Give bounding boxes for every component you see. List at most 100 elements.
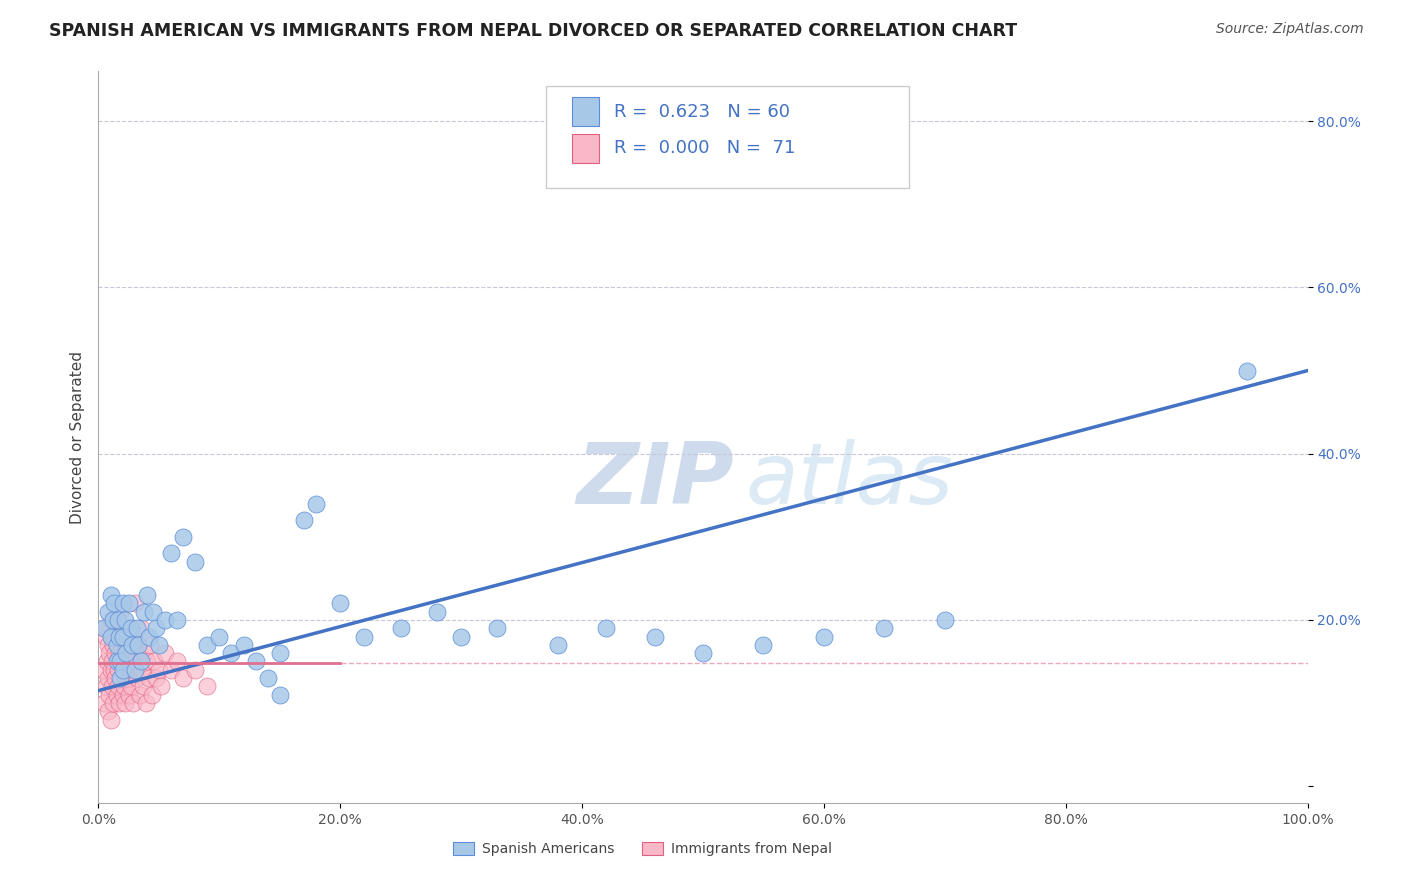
Point [97,638,120,652]
Point [148,638,170,652]
Point [135,696,157,710]
Point [118,596,141,610]
Point [101,696,124,710]
Point [595,621,617,635]
Point [111,630,134,644]
Point [813,630,835,644]
Point [153,613,176,627]
Point [118,663,141,677]
Point [245,655,267,669]
Point [100,613,122,627]
Point [107,613,129,627]
Point [122,696,145,710]
Point [105,638,128,652]
Point [117,671,139,685]
Point [96,621,118,635]
Point [160,546,183,560]
Y-axis label: Divorced or Separated: Divorced or Separated [69,351,84,524]
Point [141,688,163,702]
Point [114,646,136,660]
Point [329,596,352,610]
Point [94,680,117,694]
Point [269,688,291,702]
Point [166,655,188,669]
Point [134,646,156,660]
Point [1236,363,1258,377]
Point [117,638,139,652]
Point [292,513,315,527]
Point [111,596,134,610]
Point [93,621,115,635]
Point [108,630,131,644]
Point [115,646,138,660]
Point [97,671,120,685]
Point [112,680,135,694]
Point [96,655,118,669]
Point [100,680,122,694]
Point [172,671,194,685]
Point [547,638,569,652]
Point [108,605,131,619]
Point [115,655,138,669]
Point [105,688,128,702]
Text: Source: ZipAtlas.com: Source: ZipAtlas.com [1216,22,1364,37]
Point [232,638,254,652]
Text: ZIP: ZIP [576,440,734,523]
Point [100,663,122,677]
Point [107,680,129,694]
Point [100,588,122,602]
Point [269,646,291,660]
Point [256,671,278,685]
Point [108,646,131,660]
Point [195,680,218,694]
Point [129,621,152,635]
Point [103,596,125,610]
Point [135,655,157,669]
Point [128,688,150,702]
Point [184,663,207,677]
Point [93,663,115,677]
Point [389,621,412,635]
Point [110,638,132,652]
Point [108,655,131,669]
Point [208,630,231,644]
Point [160,663,183,677]
Point [97,705,120,719]
Point [118,621,141,635]
Point [111,621,134,635]
Point [184,555,207,569]
Legend: Spanish Americans, Immigrants from Nepal: Spanish Americans, Immigrants from Nepal [447,837,838,862]
Point [127,671,149,685]
FancyBboxPatch shape [546,86,908,188]
Point [105,621,128,635]
Point [145,671,167,685]
Point [166,613,188,627]
Text: R =  0.623   N = 60: R = 0.623 N = 60 [613,103,790,120]
Bar [572,97,599,127]
Point [150,680,173,694]
Point [120,680,142,694]
Point [139,638,162,652]
Point [121,646,143,660]
Text: R =  0.000   N =  71: R = 0.000 N = 71 [613,139,794,157]
Point [101,613,124,627]
Point [114,696,136,710]
Point [101,638,124,652]
Point [105,655,128,669]
Point [97,605,120,619]
Point [135,588,157,602]
Point [111,688,134,702]
Point [644,630,666,644]
Point [450,630,472,644]
Point [103,630,125,644]
Point [98,646,121,660]
Point [110,671,132,685]
Point [112,663,135,677]
Point [103,663,125,677]
Text: atlas: atlas [745,440,953,523]
Point [353,630,375,644]
Point [143,655,166,669]
Point [100,630,122,644]
Point [127,638,149,652]
Point [100,655,122,669]
